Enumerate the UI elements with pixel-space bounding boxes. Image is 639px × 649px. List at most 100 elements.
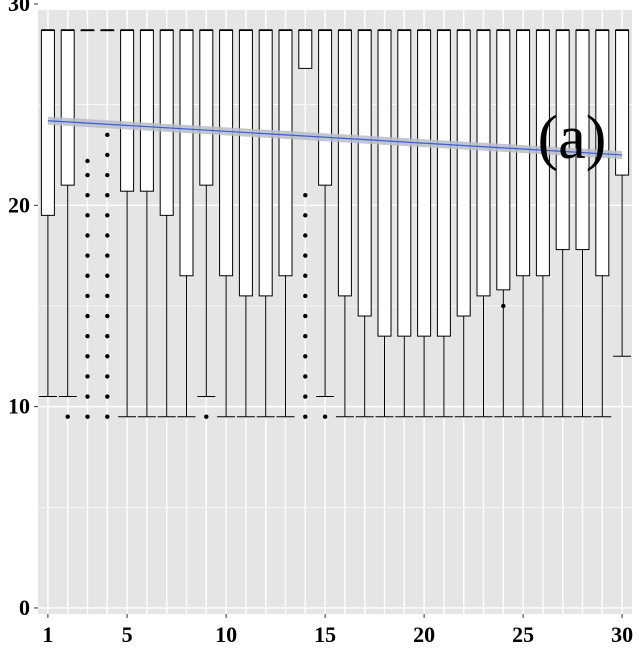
box-group	[355, 29, 374, 418]
outlier-point	[105, 213, 110, 218]
x-tick-label: 10	[215, 622, 237, 647]
box-group	[395, 29, 414, 418]
outlier-point	[105, 354, 110, 359]
outlier-point	[105, 253, 110, 258]
outlier-point	[85, 273, 90, 278]
box-body	[139, 29, 154, 192]
outlier-point	[85, 374, 90, 379]
outlier-point	[303, 233, 308, 238]
outlier-point	[105, 333, 110, 339]
box-body	[397, 29, 412, 337]
box-group	[494, 29, 513, 418]
box-group	[177, 29, 196, 418]
y-tick-label: 20	[8, 192, 30, 217]
outlier-point	[85, 414, 90, 419]
box-body	[60, 29, 75, 186]
outlier-point	[105, 313, 110, 319]
box-body	[199, 29, 214, 186]
box-body	[179, 29, 194, 277]
outlier-point	[105, 273, 110, 278]
outlier-point	[65, 414, 70, 419]
outlier-point	[303, 354, 308, 359]
box-group	[217, 29, 236, 418]
trend-layer	[47, 116, 623, 159]
x-tick-label: 1	[42, 622, 53, 647]
x-tick-label: 5	[122, 622, 133, 647]
outlier-point	[85, 293, 90, 299]
box-group	[236, 29, 255, 418]
box-group	[298, 29, 313, 419]
box-group	[58, 29, 77, 419]
outlier-point	[105, 152, 110, 158]
box-group	[454, 29, 473, 418]
box-body	[298, 29, 313, 69]
y-tick-label: 10	[8, 394, 30, 419]
box-group	[276, 29, 295, 418]
box-body	[417, 29, 432, 337]
box-body	[496, 29, 511, 291]
outlier-point	[303, 313, 308, 319]
outlier-point	[303, 193, 308, 198]
outlier-point	[105, 132, 110, 138]
box-group	[573, 29, 592, 418]
outlier-point	[105, 374, 110, 379]
box-body	[436, 29, 451, 337]
box-group	[415, 29, 434, 418]
outlier-point	[85, 253, 90, 258]
outlier-point	[303, 273, 308, 278]
outlier-point	[303, 394, 308, 399]
box-body	[238, 29, 253, 297]
box-body	[219, 29, 234, 277]
outlier-point	[85, 158, 90, 164]
box-group	[100, 29, 115, 419]
y-tick-label: 30	[8, 0, 30, 16]
box-group	[197, 29, 216, 419]
box-body	[377, 29, 392, 337]
plot-panel	[38, 10, 632, 614]
outlier-point	[105, 172, 110, 178]
outlier-point	[105, 394, 110, 399]
box-body	[318, 29, 333, 186]
boxes-layer	[38, 29, 632, 419]
outlier-point	[105, 233, 110, 238]
outlier-point	[303, 213, 308, 218]
x-tick-label: 25	[512, 622, 534, 647]
box-body	[278, 29, 293, 277]
outlier-point	[303, 414, 308, 419]
outlier-point	[85, 333, 90, 339]
outlier-point	[322, 414, 328, 419]
box-group	[375, 29, 394, 418]
box-group	[434, 29, 453, 418]
box-group	[553, 29, 572, 418]
box-body	[456, 29, 471, 317]
box-body	[120, 29, 135, 192]
outlier-point	[85, 193, 90, 198]
outlier-point	[105, 193, 110, 198]
trend-line	[47, 120, 623, 156]
x-tick-label: 30	[611, 622, 633, 647]
panel-label: (a)	[538, 104, 607, 172]
outlier-point	[501, 303, 506, 309]
outlier-point	[204, 414, 209, 419]
box-body	[258, 29, 273, 297]
outlier-point	[85, 213, 90, 218]
box-group	[335, 29, 354, 418]
box-group	[613, 29, 632, 357]
outlier-point	[303, 253, 308, 258]
box-group	[137, 29, 156, 418]
box-group	[118, 29, 137, 418]
outlier-point	[303, 374, 308, 379]
y-tick-label: 0	[19, 595, 30, 620]
outlier-point	[105, 414, 110, 419]
outlier-point	[85, 394, 90, 399]
x-tick-label: 20	[413, 622, 435, 647]
outlier-point	[303, 293, 308, 299]
box-group	[316, 29, 335, 419]
box-group	[474, 29, 493, 418]
outlier-point	[105, 293, 110, 299]
box-body	[476, 29, 491, 297]
outlier-point	[85, 354, 90, 359]
box-group	[157, 29, 176, 418]
